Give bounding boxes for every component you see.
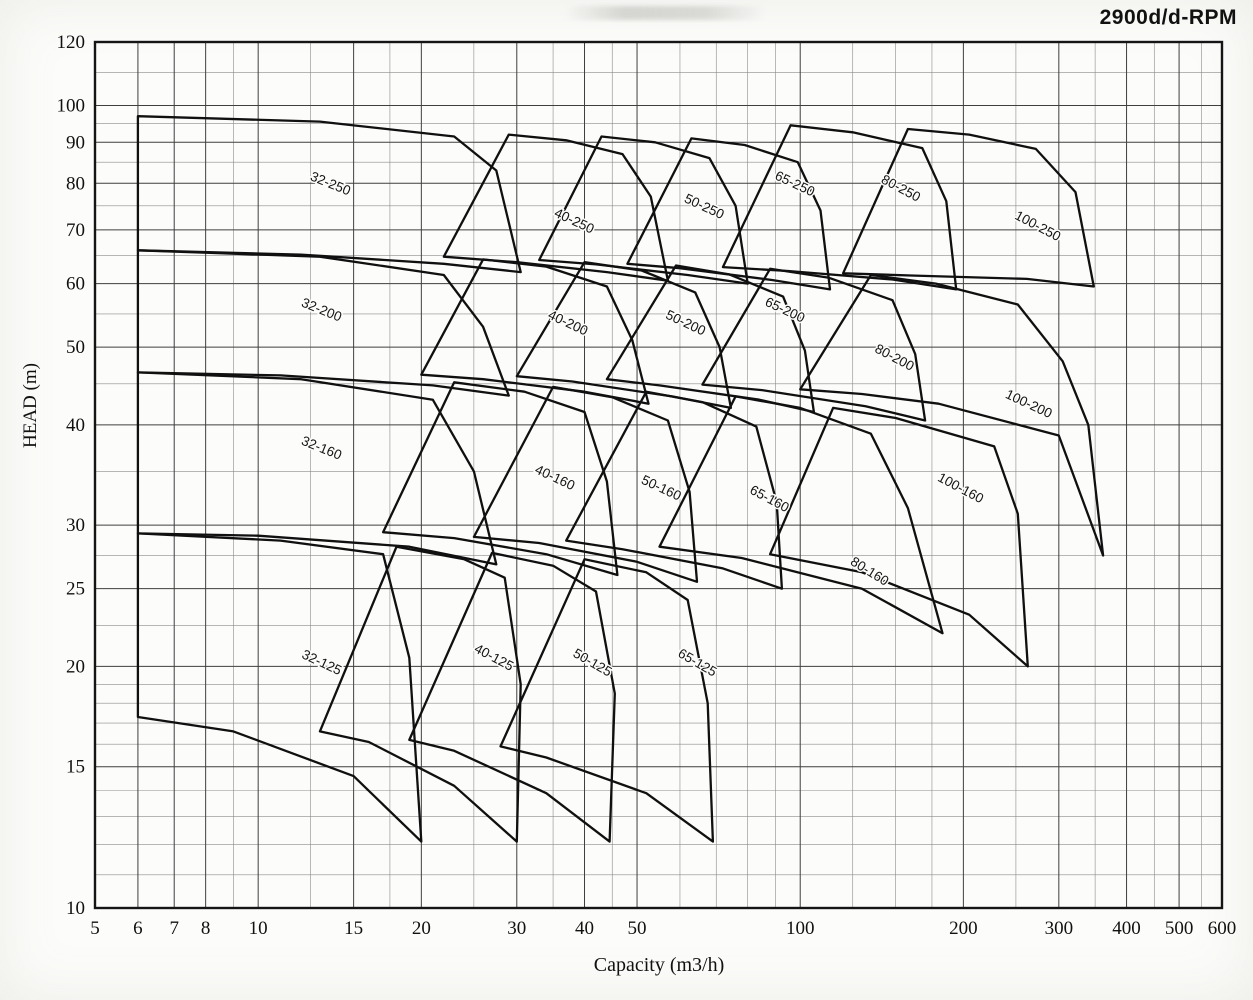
envelope-label-32-250: 32-250 [308,169,353,199]
chart-title: 2900d/d-RPM [1099,6,1237,29]
x-tick-label: 40 [575,918,594,939]
y-tick-label: 120 [57,32,86,53]
envelope-32-160 [136,371,498,566]
envelope-label-50-250: 50-250 [682,191,726,222]
grid-minor [95,42,1222,908]
envelope-40-160 [381,381,619,577]
envelope-label-32-200: 32-200 [299,295,344,325]
y-tick-label: 60 [66,274,85,295]
envelope-label-100-250: 100-250 [1012,208,1063,245]
x-tick-label: 400 [1112,918,1141,939]
envelope-40-125 [318,545,522,843]
x-tick-label: 100 [786,918,815,939]
envelope-100-200 [799,273,1105,557]
envelope-100-160 [768,406,1029,668]
envelope-40-200 [420,258,650,405]
x-tick-label: 8 [201,918,211,939]
envelope-label-65-160: 65-160 [747,482,791,515]
x-tick-label: 30 [507,918,526,939]
envelope-100-250 [841,127,1095,288]
y-tick-label: 100 [57,96,86,117]
envelope-label-32-125: 32-125 [300,647,344,678]
envelope-80-200 [701,267,927,422]
x-tick-label: 15 [344,918,363,939]
x-tick-label: 7 [169,918,179,939]
x-tick-label: 50 [628,918,647,939]
y-tick-label: 90 [66,132,85,153]
envelope-32-200 [136,249,510,397]
y-tick-label: 20 [66,656,85,677]
envelope-label-65-250: 65-250 [773,168,817,199]
y-tick-label: 25 [66,579,85,600]
envelope-50-160 [472,385,699,583]
y-tick-label: 40 [66,415,85,436]
x-tick-label: 10 [249,918,268,939]
envelope-40-250 [442,133,670,282]
envelope-label-80-250: 80-250 [879,172,923,205]
y-tick-label: 10 [66,898,85,919]
x-tick-label: 200 [949,918,978,939]
x-tick-label: 6 [133,918,143,939]
envelope-label-80-200: 80-200 [873,341,917,374]
x-tick-label: 5 [90,918,100,939]
plot-frame [93,40,1224,910]
x-tick-label: 300 [1045,918,1074,939]
envelope-label-40-200: 40-200 [546,307,590,338]
x-tick-label: 20 [412,918,431,939]
y-tick-labels: 10 15 20 25 30 40 50 60 70 80 90 100 120 [57,32,86,919]
envelope-50-200 [515,261,733,410]
envelope-label-100-200: 100-200 [1003,387,1054,422]
envelope-labels: 32-250 32-200 32-160 32-125 40-250 40-200 40-1… [298,166,1065,681]
x-tick-label: 600 [1208,918,1237,939]
x-axis-title: Capacity (m3/h) [593,954,725,976]
envelope-32-250 [136,115,522,274]
envelope-label-100-160: 100-160 [935,470,986,507]
envelope-50-125 [408,551,616,843]
scan-smudge [565,6,765,20]
y-tick-label: 80 [66,173,85,194]
envelope-label-32-160: 32-160 [299,433,344,463]
envelope-label-50-200: 50-200 [664,307,708,338]
x-tick-label: 500 [1165,918,1194,939]
grid-major [94,41,1223,909]
y-tick-label: 30 [66,515,85,536]
envelope-label-50-160: 50-160 [639,472,683,503]
y-tick-label: 70 [66,220,85,241]
envelope-label-40-160: 40-160 [533,462,577,493]
envelope-65-125 [499,558,715,843]
envelope-label-40-250: 40-250 [552,205,596,236]
y-tick-label: 50 [66,337,85,358]
envelope-80-250 [721,124,958,291]
envelope-32-125 [136,532,423,843]
envelope-label-40-125: 40-125 [472,641,516,674]
envelope-65-200 [605,264,816,414]
x-tick-labels: 5 6 7 8 10 15 20 30 40 50 100 200 300 400 500 600 [90,918,1236,939]
pump-envelopes [136,115,1105,843]
envelope-80-160 [658,395,944,635]
y-tick-label: 15 [66,757,85,778]
envelope-65-160 [565,390,784,590]
